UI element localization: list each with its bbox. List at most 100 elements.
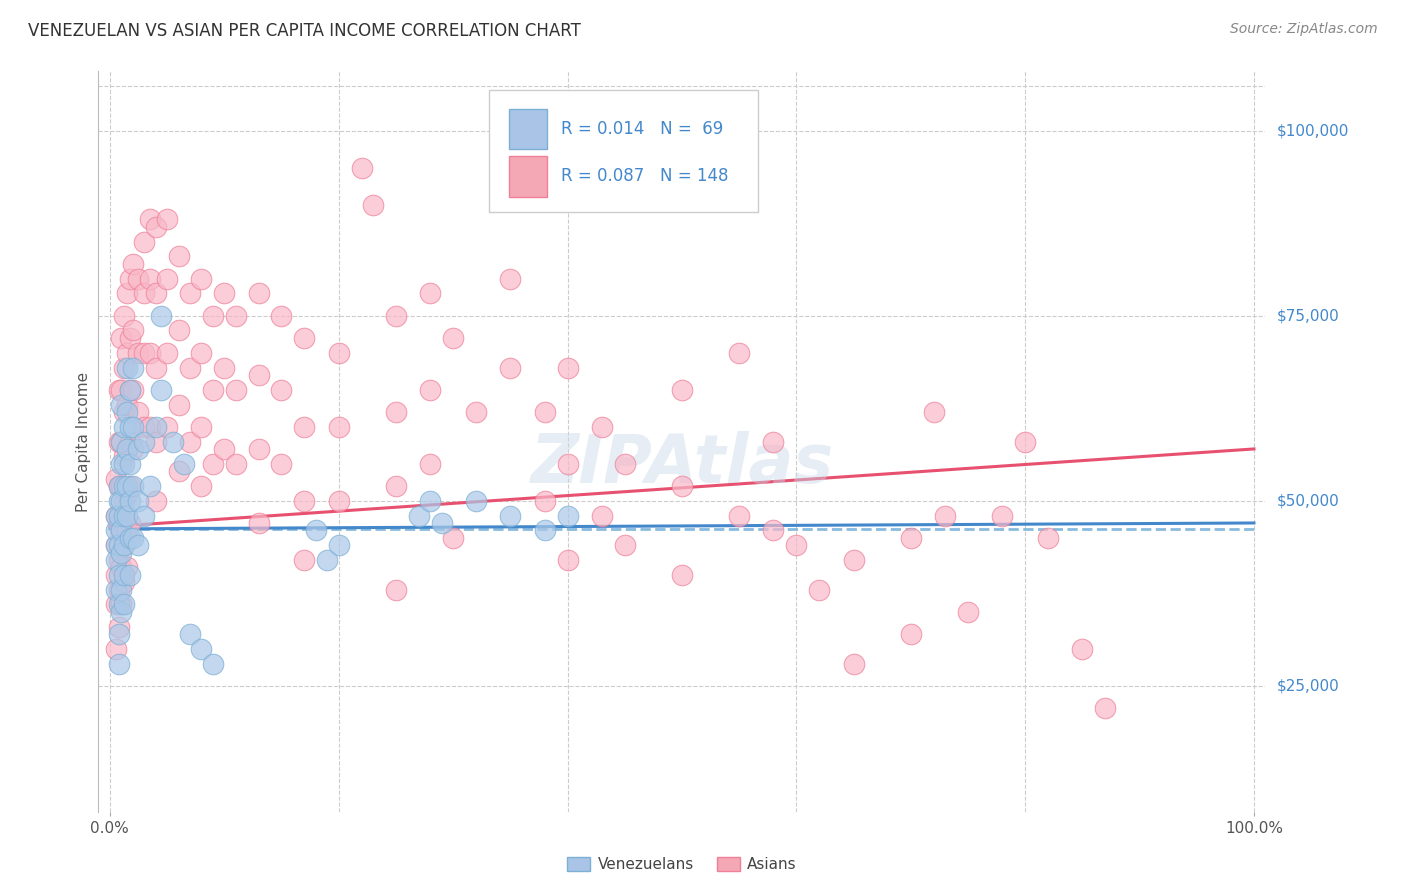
Point: [270, 457, 292, 471]
Point: [156, 271, 179, 285]
Point: [112, 419, 135, 434]
Point: [385, 309, 408, 323]
Point: [120, 531, 142, 545]
Point: [201, 383, 224, 397]
Text: ZIPAtlas: ZIPAtlas: [530, 431, 834, 497]
Point: [139, 345, 162, 359]
Point: [127, 442, 149, 456]
Point: [121, 419, 143, 434]
Point: [110, 434, 132, 449]
Point: [671, 383, 693, 397]
Point: [104, 641, 127, 656]
Point: [419, 286, 441, 301]
Text: R = 0.014   N =  69: R = 0.014 N = 69: [561, 120, 723, 138]
Point: [842, 657, 865, 671]
Point: [112, 493, 135, 508]
Y-axis label: Per Capita Income: Per Capita Income: [76, 371, 91, 512]
Point: [121, 360, 143, 375]
Point: [110, 560, 132, 574]
Text: $25,000: $25,000: [1277, 678, 1340, 693]
Point: [808, 582, 831, 597]
Point: [179, 360, 201, 375]
Point: [115, 345, 138, 359]
Point: [385, 405, 408, 419]
Point: [408, 508, 430, 523]
Point: [465, 493, 488, 508]
Point: [247, 286, 270, 301]
Point: [430, 516, 453, 530]
Point: [385, 582, 408, 597]
Point: [108, 553, 131, 567]
Point: [591, 419, 613, 434]
Point: [112, 450, 135, 464]
Point: [104, 538, 127, 552]
Point: [112, 457, 135, 471]
Point: [134, 286, 156, 301]
Point: [120, 567, 142, 582]
Point: [110, 383, 132, 397]
Point: [108, 538, 131, 552]
Point: [179, 627, 201, 641]
Point: [145, 434, 167, 449]
Point: [900, 627, 922, 641]
Point: [557, 457, 579, 471]
Point: [328, 345, 350, 359]
Point: [108, 383, 131, 397]
Point: [115, 486, 138, 500]
Point: [225, 309, 247, 323]
Point: [121, 383, 143, 397]
Point: [134, 345, 156, 359]
Text: $75,000: $75,000: [1277, 308, 1340, 323]
Point: [201, 309, 224, 323]
Point: [120, 383, 142, 397]
Point: [121, 442, 143, 456]
Point: [120, 271, 142, 285]
Point: [292, 331, 315, 345]
Point: [557, 360, 579, 375]
Point: [108, 657, 131, 671]
Point: [900, 531, 922, 545]
Point: [121, 257, 143, 271]
Point: [557, 508, 579, 523]
Point: [499, 360, 522, 375]
Point: [115, 360, 138, 375]
Point: [156, 419, 179, 434]
Point: [115, 442, 138, 456]
Point: [108, 479, 131, 493]
Point: [190, 641, 212, 656]
Point: [292, 553, 315, 567]
Point: [533, 405, 555, 419]
Point: [121, 531, 143, 545]
Point: [104, 582, 127, 597]
Point: [110, 434, 132, 449]
Point: [139, 479, 162, 493]
Point: [934, 508, 956, 523]
Point: [120, 479, 142, 493]
Point: [922, 405, 945, 419]
Point: [127, 493, 149, 508]
Point: [108, 493, 131, 508]
Point: [762, 524, 785, 538]
Point: [441, 531, 464, 545]
Point: [112, 575, 135, 590]
Point: [120, 383, 142, 397]
Point: [762, 434, 785, 449]
Point: [127, 345, 149, 359]
FancyBboxPatch shape: [509, 156, 547, 197]
Point: [115, 405, 138, 419]
Point: [1036, 531, 1059, 545]
Legend: Venezuelans, Asians: Venezuelans, Asians: [561, 851, 803, 878]
Point: [156, 345, 179, 359]
Point: [145, 419, 167, 434]
Point: [115, 560, 138, 574]
Point: [190, 479, 212, 493]
Point: [120, 331, 142, 345]
Point: [134, 434, 156, 449]
Point: [120, 457, 142, 471]
Point: [956, 605, 979, 619]
Text: $100,000: $100,000: [1277, 123, 1348, 138]
Point: [104, 471, 127, 485]
Point: [112, 360, 135, 375]
Point: [419, 383, 441, 397]
Text: Source: ZipAtlas.com: Source: ZipAtlas.com: [1230, 22, 1378, 37]
